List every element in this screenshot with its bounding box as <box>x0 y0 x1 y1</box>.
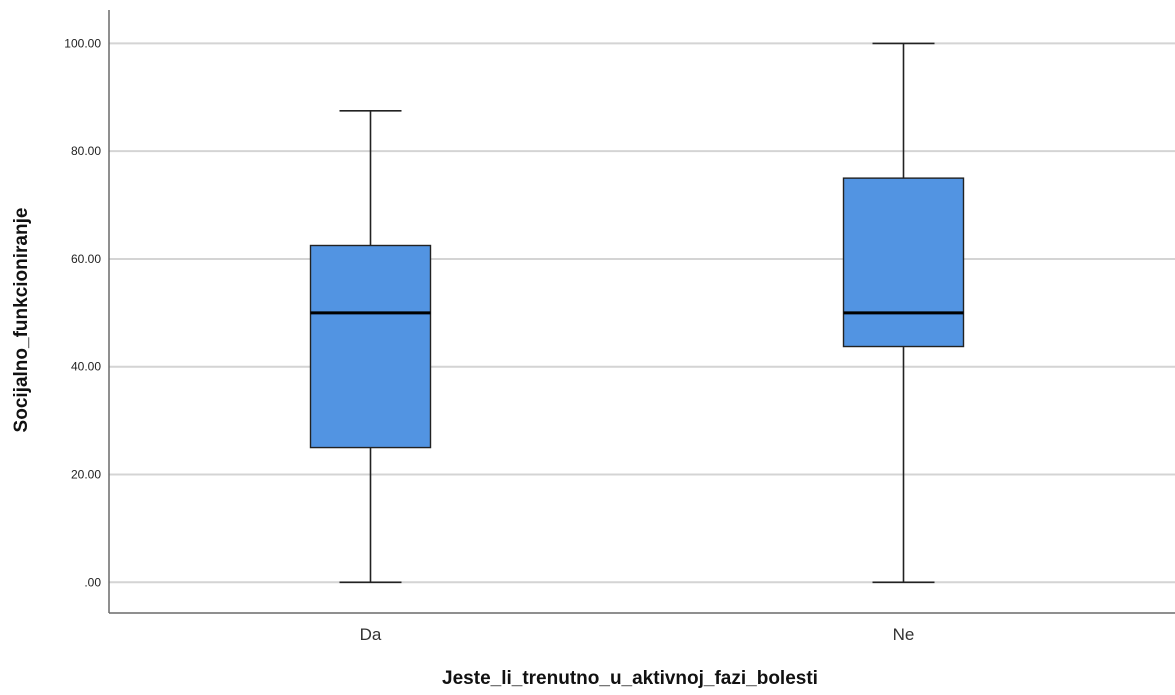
x-axis-title: Jeste_li_trenutno_u_aktivnoj_fazi_bolest… <box>442 668 818 689</box>
x-category-labels: Da Ne <box>360 625 915 644</box>
y-tick-label: .00 <box>84 575 101 589</box>
x-category-label: Da <box>360 625 382 644</box>
iqr-box <box>309 244 432 449</box>
axes <box>108 10 1175 614</box>
y-axis-title: Socijalno_funkcioniranje <box>11 208 32 433</box>
grid-lines <box>109 42 1175 584</box>
box-plots <box>309 42 965 584</box>
y-tick-label: 80.00 <box>71 144 101 158</box>
box-ne <box>842 42 965 584</box>
box-da <box>309 109 432 584</box>
y-tick-label: 60.00 <box>71 252 101 266</box>
y-tick-label: 20.00 <box>71 468 101 482</box>
x-category-label: Ne <box>893 625 915 644</box>
y-tick-labels: .00 20.00 40.00 60.00 80.00 100.00 <box>64 36 101 589</box>
iqr-box <box>842 177 965 348</box>
y-tick-label: 100.00 <box>64 36 101 50</box>
y-tick-label: 40.00 <box>71 360 101 374</box>
